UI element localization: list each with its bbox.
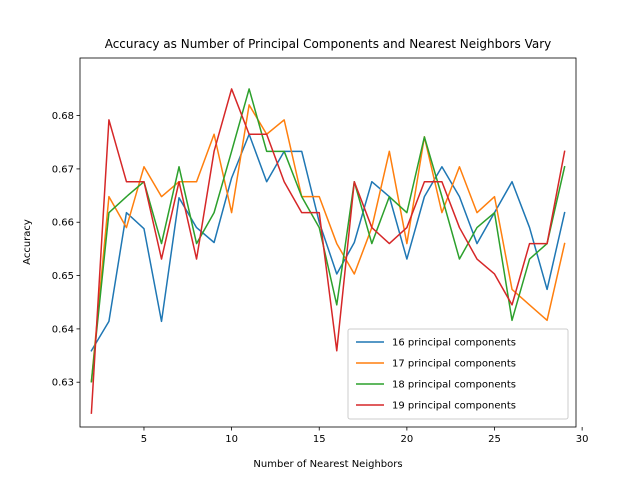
- plot-area: [79, 57, 577, 428]
- y-tick-label: 0.63: [52, 378, 74, 389]
- legend-label-3: 18 principal components: [392, 380, 516, 391]
- x-tick-label: 25: [488, 434, 501, 445]
- series-line-1: [90, 133, 566, 352]
- y-tick-label: 0.66: [52, 218, 74, 229]
- series-line-2: [90, 104, 566, 383]
- legend-box: [347, 328, 569, 420]
- legend-label-2: 17 principal components: [392, 359, 516, 370]
- series-line-3: [90, 88, 566, 383]
- y-axis-ticks: 0.63 0.64 0.65 0.66 0.67 0.68: [52, 111, 80, 389]
- x-tick-label: 15: [313, 434, 326, 445]
- x-tick-label: 10: [225, 434, 238, 445]
- y-tick-label: 0.67: [52, 164, 74, 175]
- series-line-4: [90, 88, 566, 414]
- y-tick-label: 0.68: [52, 111, 74, 122]
- legend: 16 principal components 17 principal comp…: [347, 328, 569, 420]
- y-axis-label: Accuracy: [22, 219, 33, 265]
- x-axis-label: Number of Nearest Neighbors: [253, 459, 402, 470]
- x-tick-label: 20: [401, 434, 414, 445]
- axes-frame: [79, 57, 577, 428]
- legend-label-4: 19 principal components: [392, 401, 516, 412]
- legend-label-1: 16 principal components: [392, 338, 516, 349]
- chart-title: Accuracy as Number of Principal Componen…: [105, 37, 552, 51]
- y-tick-label: 0.65: [52, 271, 74, 282]
- x-tick-label: 30: [576, 434, 589, 445]
- y-tick-label: 0.64: [52, 324, 74, 335]
- x-tick-label: 5: [141, 434, 147, 445]
- x-axis-ticks: 5 10 15 20 25 30: [141, 427, 589, 445]
